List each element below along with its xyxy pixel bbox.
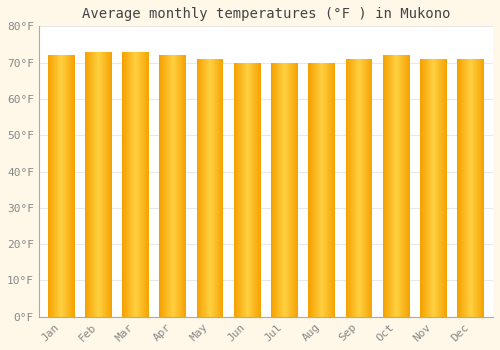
Title: Average monthly temperatures (°F ) in Mukono: Average monthly temperatures (°F ) in Mu… xyxy=(82,7,450,21)
